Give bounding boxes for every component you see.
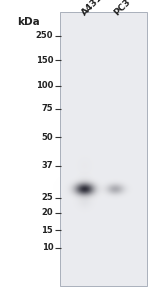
Text: 20: 20 xyxy=(42,208,53,217)
Text: 10: 10 xyxy=(42,243,53,252)
Text: 75: 75 xyxy=(42,104,53,113)
Text: 150: 150 xyxy=(36,56,53,65)
Text: PC3: PC3 xyxy=(112,0,132,18)
Text: 50: 50 xyxy=(42,133,53,142)
Text: 100: 100 xyxy=(36,81,53,90)
Text: A431: A431 xyxy=(80,0,105,18)
Bar xyxy=(60,12,147,286)
Text: 15: 15 xyxy=(42,226,53,235)
Text: 37: 37 xyxy=(42,161,53,170)
Text: 250: 250 xyxy=(36,31,53,40)
Text: 25: 25 xyxy=(42,193,53,202)
Text: kDa: kDa xyxy=(17,17,40,27)
